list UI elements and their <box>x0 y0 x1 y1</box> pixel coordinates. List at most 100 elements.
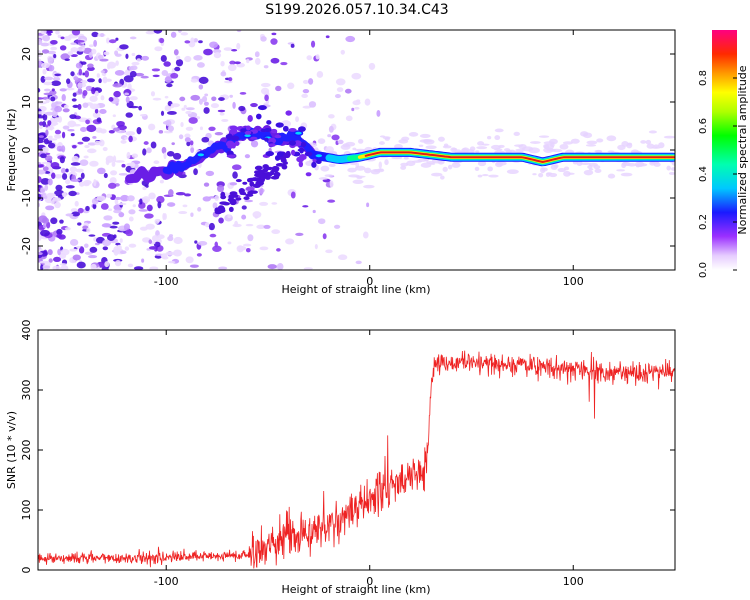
spectrogram-noise-blob <box>91 48 97 55</box>
spectrogram-noise-blob <box>60 53 70 61</box>
spectrogram-noise-blob <box>325 249 333 254</box>
spectrogram-noise-blob <box>82 102 89 108</box>
spectrogram-noise-blob <box>149 266 159 270</box>
spectrogram-noise-blob <box>42 166 49 172</box>
spectrogram-noise-blob <box>62 125 70 130</box>
spectrogram-noise-blob <box>185 107 195 111</box>
spectrogram-noise-blob <box>38 164 44 168</box>
spectrogram-noise-blob <box>77 141 84 145</box>
spectrogram-halo-blob <box>594 168 602 174</box>
spectrogram-noise-blob <box>81 136 91 142</box>
snr-xtick-label: 100 <box>563 575 584 588</box>
spectrogram-ytick-label: -10 <box>20 189 33 207</box>
spectrogram-noise-blob <box>82 72 86 76</box>
spectrogram-halo-blob <box>451 147 458 151</box>
spectrogram-noise-blob <box>170 103 180 108</box>
spectrogram-noise-blob <box>270 57 280 64</box>
spectrogram-noise-blob <box>204 93 209 97</box>
spectrogram-noise-blob <box>114 196 122 201</box>
spectrogram-noise-blob <box>329 180 334 188</box>
spectrogram-noise-blob <box>141 55 150 61</box>
spectrogram-noise-blob <box>295 232 304 236</box>
spectrogram-noise-blob <box>193 168 198 176</box>
spectrogram-noise-blob <box>259 246 269 251</box>
spectrogram-halo-blob <box>567 172 575 175</box>
spectrogram-noise-blob <box>344 88 352 94</box>
spectrogram-noise-blob <box>52 77 61 82</box>
spectrogram-noise-blob <box>125 96 130 104</box>
spectrogram-halo-blob <box>640 140 647 144</box>
spectrogram-noise-blob <box>93 39 98 47</box>
spectrogram-noise-blob <box>68 190 77 197</box>
spectrogram-noise-blob <box>126 162 136 167</box>
spectrogram-noise-blob <box>64 58 70 62</box>
spectrogram-noise-blob <box>38 193 42 201</box>
spectrogram-cluster-blob <box>299 154 307 161</box>
spectrogram-noise-blob <box>256 224 266 230</box>
spectrogram-noise-blob <box>44 76 54 81</box>
spectrogram-noise-blob <box>105 155 115 163</box>
spectrogram-noise-blob <box>121 163 126 168</box>
colorbar-tick-label: 0.0 <box>698 262 709 278</box>
spectrogram-noise-blob <box>218 97 225 101</box>
spectrogram-noise-blob <box>85 119 90 125</box>
spectrogram-halo-blob <box>391 156 403 160</box>
spectrogram-noise-blob <box>42 34 51 42</box>
spectrogram-noise-blob <box>103 173 108 179</box>
spectrogram-noise-blob <box>340 49 345 55</box>
spectrogram-noise-blob <box>104 261 110 268</box>
spectrogram-noise-blob <box>89 95 98 102</box>
spectrogram-noise-blob <box>232 101 236 109</box>
spectrogram-noise-blob <box>85 205 90 212</box>
spectrogram-noise-blob <box>175 55 181 60</box>
spectrogram-halo-blob <box>607 173 616 179</box>
spectrogram-noise-blob <box>118 172 128 176</box>
spectrogram-noise-blob <box>79 181 85 187</box>
spectrogram-noise-blob <box>218 266 228 270</box>
spectrogram-noise-blob <box>66 78 71 85</box>
spectrogram-noise-blob <box>96 73 100 78</box>
spectrogram-noise-blob <box>208 222 215 231</box>
spectrogram-noise-blob <box>142 196 151 203</box>
spectrogram-cluster-blob <box>245 125 251 131</box>
spectrogram-noise-blob <box>75 168 84 173</box>
spectrogram-ylabel: Frequency (Hz) <box>5 109 18 192</box>
spectrogram-halo-blob <box>425 145 437 150</box>
spectrogram-noise-blob <box>173 249 182 257</box>
spectrogram-noise-blob <box>45 98 50 104</box>
spectrogram-noise-blob <box>85 181 89 186</box>
spectrogram-halo-blob <box>318 177 329 180</box>
spectrogram-halo-blob <box>364 167 372 174</box>
spectrogram-noise-blob <box>48 135 53 139</box>
spectrogram-cluster-blob <box>289 140 297 146</box>
spectrogram-noise-blob <box>39 250 48 257</box>
spectrogram-noise-blob <box>203 107 210 114</box>
spectrogram-noise-blob <box>40 229 50 237</box>
spectrogram-halo-blob <box>443 143 449 148</box>
spectrogram-noise-blob <box>221 118 229 123</box>
spectrogram-noise-blob <box>148 123 156 131</box>
spectrogram-noise-blob <box>99 128 107 134</box>
spectrogram-noise-blob <box>72 92 77 97</box>
spectrogram-noise-blob <box>184 193 192 197</box>
spectrogram-noise-blob <box>45 129 49 136</box>
spectrogram-noise-blob <box>167 125 174 132</box>
spectrogram-noise-blob <box>190 212 194 217</box>
spectrogram-noise-blob <box>44 171 51 174</box>
spectrogram-halo-blob <box>354 175 366 178</box>
spectrogram-noise-blob <box>42 265 51 269</box>
spectrogram-noise-blob <box>120 250 127 255</box>
spectrogram-noise-blob <box>67 120 77 128</box>
spectrogram-noise-blob <box>345 35 356 43</box>
spectrogram-noise-blob <box>87 63 94 68</box>
spectrogram-xlabel: Height of straight line (km) <box>281 283 430 296</box>
spectrogram-noise-blob <box>47 249 53 256</box>
spectrogram-noise-blob <box>198 84 204 90</box>
colorbar: 0.0 0.2 0.4 0.6 0.8 Normalized spectral ampl… <box>698 30 749 278</box>
spectrogram-noise-blob <box>153 160 160 164</box>
spectrogram-noise-blob <box>123 75 134 83</box>
spectrogram-noise-blob <box>259 201 269 206</box>
spectrogram-noise-blob <box>67 128 75 132</box>
spectrogram-noise-blob <box>40 264 44 270</box>
spectrogram-ridge <box>125 105 675 184</box>
